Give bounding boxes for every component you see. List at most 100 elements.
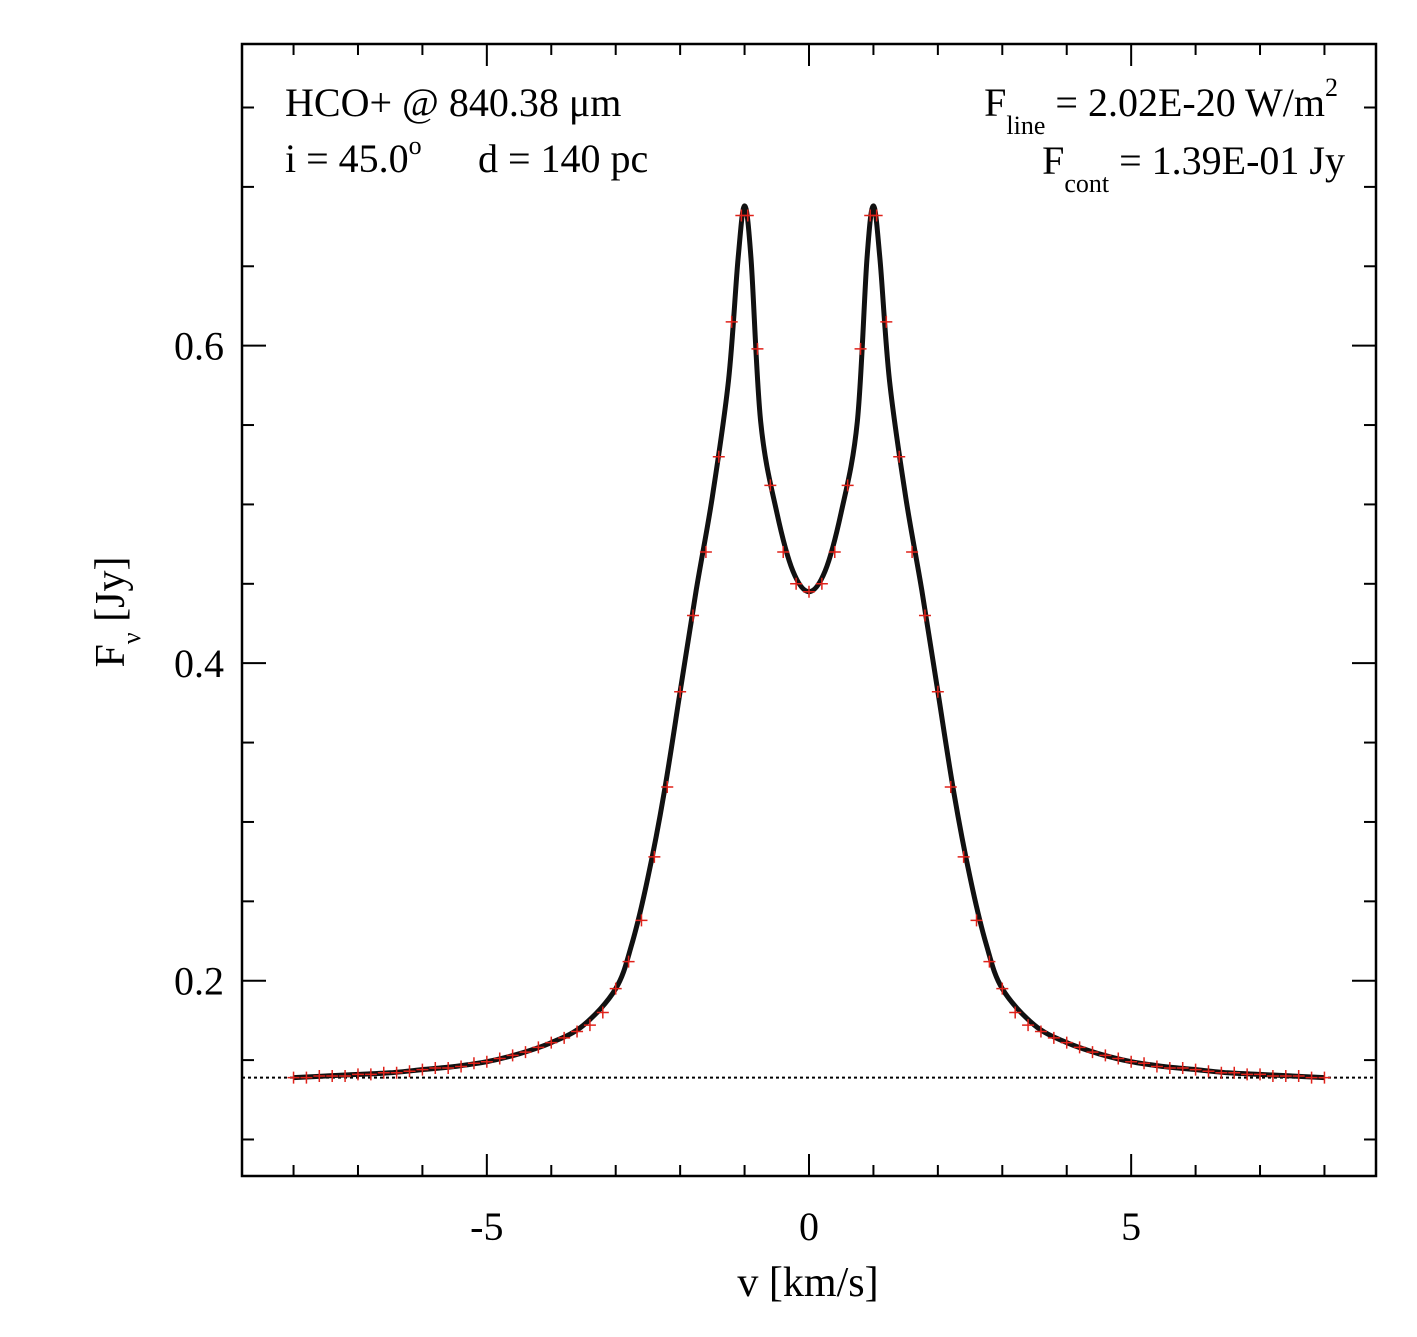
data-point-marker — [571, 1025, 584, 1038]
data-point-marker — [944, 781, 957, 794]
data-point-marker — [609, 982, 622, 995]
species-annotation: HCO+ @ 840.38 μm — [285, 80, 621, 125]
data-point-marker — [339, 1069, 352, 1082]
data-point-marker — [493, 1052, 506, 1065]
data-point-marker — [480, 1055, 493, 1068]
data-point-marker — [351, 1068, 364, 1081]
data-point-marker — [751, 342, 764, 355]
data-point-marker — [854, 342, 867, 355]
data-point-marker — [983, 955, 996, 968]
data-point-marker — [931, 685, 944, 698]
data-point-marker — [1215, 1066, 1228, 1079]
data-point-marker — [545, 1036, 558, 1049]
data-point-marker — [1047, 1031, 1060, 1044]
data-point-marker — [583, 1019, 596, 1032]
data-point-marker — [390, 1066, 403, 1079]
x-tick-label: 5 — [1121, 1204, 1141, 1249]
data-point-marker — [906, 546, 919, 559]
x-tick-label: -5 — [470, 1204, 503, 1249]
data-point-marker — [1254, 1068, 1267, 1081]
data-point-marker — [1060, 1036, 1073, 1049]
data-point-marker — [558, 1031, 571, 1044]
data-point-marker — [326, 1069, 339, 1082]
data-point-marker — [712, 450, 725, 463]
data-point-marker — [880, 315, 893, 328]
data-point-marker — [519, 1046, 532, 1059]
data-point-marker — [970, 914, 983, 927]
data-point-marker — [416, 1063, 429, 1076]
inclination-annotation: i = 45.0o — [285, 131, 422, 181]
data-point-marker — [300, 1071, 313, 1084]
continuum-flux-annotation: Fcont = 1.39E-01 Jy — [1042, 138, 1345, 198]
data-point-marker — [1202, 1065, 1215, 1078]
data-point-marker — [403, 1065, 416, 1078]
data-point-marker — [1163, 1062, 1176, 1075]
data-point-marker — [957, 850, 970, 863]
axis-tick-labels: -5 0 5 0.2 0.4 0.6 — [174, 324, 1141, 1249]
data-point-marker — [506, 1049, 519, 1062]
data-point-marker — [699, 546, 712, 559]
data-point-marker — [442, 1062, 455, 1075]
data-point-marker — [1073, 1041, 1086, 1054]
data-point-marker — [622, 955, 635, 968]
data-point-marker — [532, 1041, 545, 1054]
data-point-marker — [377, 1066, 390, 1079]
data-point-marker — [674, 685, 687, 698]
distance-annotation: d = 140 pc — [478, 136, 648, 181]
data-point-marker — [764, 479, 777, 492]
data-point-marker — [1241, 1068, 1254, 1081]
line-flux-annotation: Fline = 2.02E-20 W/m2 — [984, 73, 1338, 140]
data-point-marker — [467, 1057, 480, 1070]
data-point-marker — [1009, 1006, 1022, 1019]
data-point-marker — [1189, 1063, 1202, 1076]
x-axis-title: v [km/s] — [737, 1260, 878, 1306]
y-tick-label: 0.6 — [174, 324, 224, 369]
data-point-marker — [1112, 1052, 1125, 1065]
data-point-marker — [1125, 1055, 1138, 1068]
data-point-marker — [1228, 1066, 1241, 1079]
data-point-marker — [1022, 1019, 1035, 1032]
data-point-marker — [1138, 1057, 1151, 1070]
data-point-marker — [364, 1068, 377, 1081]
data-point-marker — [455, 1060, 468, 1073]
data-point-marker — [741, 209, 754, 222]
data-point-marker — [790, 577, 803, 590]
data-point-marker — [1150, 1060, 1163, 1073]
plot-frame — [240, 42, 1378, 1178]
data-point-marker — [596, 1006, 609, 1019]
data-point-marker — [777, 546, 790, 559]
data-point-marker — [870, 209, 883, 222]
data-point-marker — [1266, 1069, 1279, 1082]
data-point-marker — [841, 479, 854, 492]
model-profile-line — [293, 203, 1325, 1081]
data-point-marker — [893, 450, 906, 463]
data-point-marker — [1305, 1071, 1318, 1084]
data-point-marker — [1318, 1071, 1331, 1084]
x-tick-label: 0 — [799, 1204, 819, 1249]
y-axis-title: Fν [Jy] — [88, 557, 146, 668]
data-point-marker — [429, 1062, 442, 1075]
data-point-marker — [803, 585, 815, 598]
data-point-marker — [1292, 1069, 1305, 1082]
data-point-marker — [918, 609, 931, 622]
data-point-marker — [661, 781, 674, 794]
data-point-marker — [1279, 1069, 1292, 1082]
data-point-marker — [1086, 1046, 1099, 1059]
data-point-marker — [287, 1071, 300, 1084]
data-point-markers — [287, 209, 1331, 1084]
data-point-marker — [687, 609, 700, 622]
data-point-marker — [635, 914, 648, 927]
data-point-marker — [815, 577, 828, 590]
y-tick-label: 0.2 — [174, 959, 224, 1004]
y-tick-label: 0.4 — [174, 641, 224, 686]
data-point-marker — [828, 546, 841, 559]
data-point-marker — [648, 850, 661, 863]
data-point-marker — [313, 1069, 326, 1082]
data-point-marker — [725, 315, 738, 328]
data-point-marker — [1034, 1025, 1047, 1038]
data-point-marker — [996, 982, 1009, 995]
data-point-marker — [1099, 1049, 1112, 1062]
data-point-marker — [1176, 1062, 1189, 1075]
axis-ticks — [242, 44, 1376, 1176]
